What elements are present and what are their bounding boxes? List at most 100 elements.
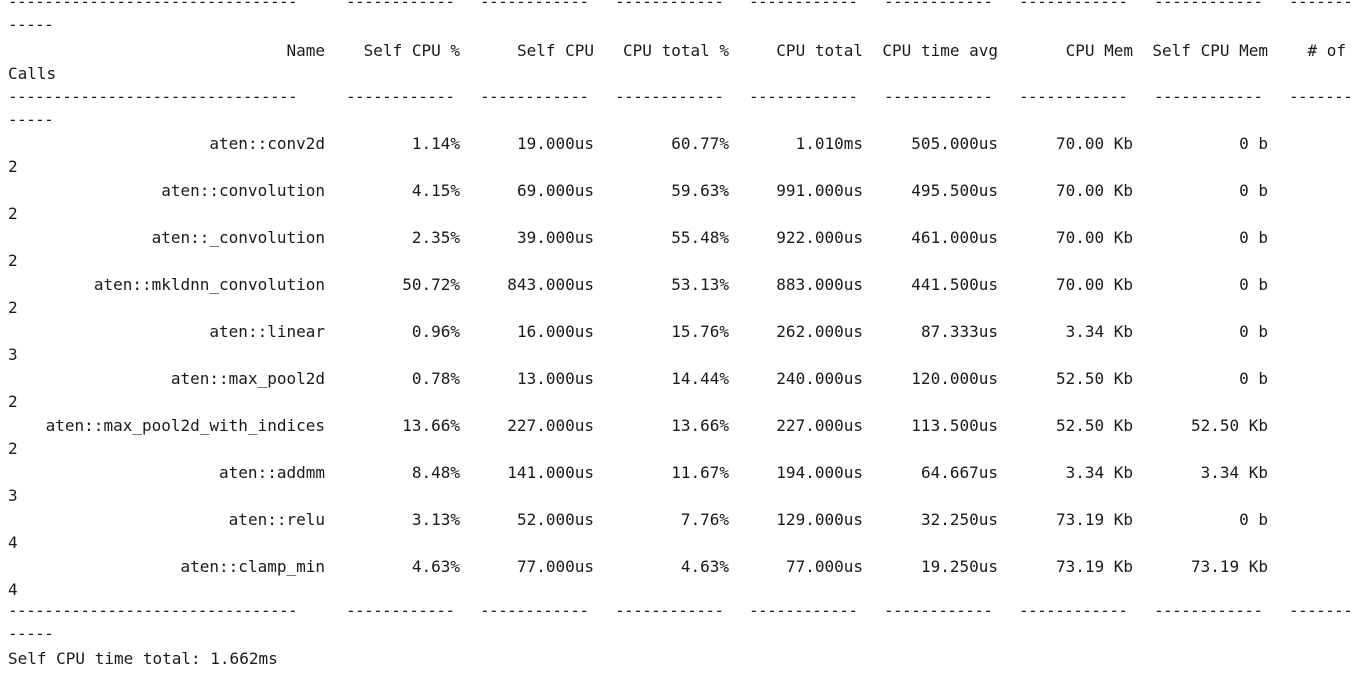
cell-cpu-time-avg: 64.667us bbox=[920, 463, 998, 482]
cell-cpu-time-avg: 120.000us bbox=[911, 369, 998, 388]
table-row: aten::addmm 8.48% 141.000us 11.67% 194.000us… bbox=[0, 463, 1361, 483]
cell-self-cpu-pct: 4.15% bbox=[411, 181, 460, 200]
cell-self-cpu-mem: 0 b bbox=[1239, 510, 1268, 529]
cell-self-cpu: 843.000us bbox=[507, 275, 594, 294]
table-row-calls: 2 bbox=[0, 157, 1361, 177]
separator-dashes: ------------ bbox=[884, 87, 993, 106]
cell-calls: 2 bbox=[8, 392, 18, 411]
table-row-calls: 2 bbox=[0, 251, 1361, 271]
cell-name: aten::linear bbox=[209, 322, 325, 341]
cell-cpu-mem: 52.50 Kb bbox=[1055, 416, 1133, 435]
separator-dashes: ------------ bbox=[480, 87, 589, 106]
cell-calls: 2 bbox=[8, 298, 18, 317]
separator-dashes: ------- bbox=[1289, 601, 1353, 620]
separator-wrap: ----- bbox=[0, 624, 1361, 644]
separator-wrap: ----- bbox=[0, 15, 1361, 35]
cell-cpu-total: 262.000us bbox=[776, 322, 863, 341]
separator-dashes: ------------ bbox=[346, 601, 455, 620]
cell-self-cpu: 13.000us bbox=[516, 369, 594, 388]
cell-cpu-total-pct: 11.67% bbox=[671, 463, 729, 482]
header-cpu-total-pct: CPU total % bbox=[623, 41, 729, 60]
cell-self-cpu-pct: 0.78% bbox=[411, 369, 460, 388]
cell-cpu-total: 194.000us bbox=[776, 463, 863, 482]
cell-cpu-total-pct: 7.76% bbox=[680, 510, 729, 529]
cell-calls: 3 bbox=[8, 486, 18, 505]
cell-cpu-mem: 3.34 Kb bbox=[1065, 463, 1133, 482]
cell-calls: 4 bbox=[8, 533, 18, 552]
cell-cpu-time-avg: 19.250us bbox=[920, 557, 998, 576]
table-row-calls: 2 bbox=[0, 298, 1361, 318]
cell-cpu-mem: 52.50 Kb bbox=[1055, 369, 1133, 388]
cell-cpu-time-avg: 461.000us bbox=[911, 228, 998, 247]
cell-self-cpu: 52.000us bbox=[516, 510, 594, 529]
table-row: aten::conv2d 1.14% 19.000us 60.77% 1.010ms 50… bbox=[0, 134, 1361, 154]
cell-cpu-total-pct: 14.44% bbox=[671, 369, 729, 388]
table-header: Name Self CPU % Self CPU CPU total % CPU tot… bbox=[0, 41, 1361, 61]
cell-cpu-time-avg: 495.500us bbox=[911, 181, 998, 200]
separator-dashes: -------------------------------- bbox=[8, 0, 298, 11]
separator-dashes: ------------ bbox=[1019, 601, 1128, 620]
header-name: Name bbox=[286, 41, 325, 60]
separator-dashes: ------------ bbox=[749, 0, 858, 11]
separator-dashes: ------------ bbox=[749, 601, 858, 620]
cell-name: aten::_convolution bbox=[151, 228, 325, 247]
cell-self-cpu-mem: 0 b bbox=[1239, 228, 1268, 247]
header-cpu-time-avg: CPU time avg bbox=[882, 41, 998, 60]
cell-cpu-time-avg: 505.000us bbox=[911, 134, 998, 153]
header-self-cpu-pct: Self CPU % bbox=[363, 41, 460, 60]
separator-dashes: ------------ bbox=[1154, 87, 1263, 106]
cell-self-cpu: 141.000us bbox=[507, 463, 594, 482]
table-row-calls: 3 bbox=[0, 345, 1361, 365]
header-calls-wrap: Calls bbox=[0, 64, 1361, 84]
separator-dashes: ------------ bbox=[615, 0, 724, 11]
cell-self-cpu-mem: 0 b bbox=[1239, 322, 1268, 341]
separator-dashes: ------------ bbox=[1019, 87, 1128, 106]
cell-cpu-time-avg: 32.250us bbox=[920, 510, 998, 529]
separator-dashes: ------- bbox=[1289, 0, 1353, 11]
separator-dashes: -------------------------------- bbox=[8, 601, 298, 620]
header-self-cpu: Self CPU bbox=[516, 41, 594, 60]
cell-cpu-total-pct: 53.13% bbox=[671, 275, 729, 294]
table-row-calls: 4 bbox=[0, 533, 1361, 553]
cell-self-cpu-pct: 2.35% bbox=[411, 228, 460, 247]
separator-dashes: ------------ bbox=[615, 87, 724, 106]
cell-cpu-total-pct: 60.77% bbox=[671, 134, 729, 153]
cell-name: aten::addmm bbox=[219, 463, 325, 482]
cell-cpu-total: 240.000us bbox=[776, 369, 863, 388]
separator-dashes: ------------ bbox=[346, 0, 455, 11]
cell-name: aten::relu bbox=[228, 510, 325, 529]
table-row: aten::clamp_min 4.63% 77.000us 4.63% 77.000u… bbox=[0, 557, 1361, 577]
separator-dashes: ------- bbox=[1289, 87, 1353, 106]
cell-calls: 2 bbox=[8, 204, 18, 223]
cell-self-cpu: 69.000us bbox=[516, 181, 594, 200]
table-row: aten::relu 3.13% 52.000us 7.76% 129.000us 32.… bbox=[0, 510, 1361, 530]
cell-cpu-total: 227.000us bbox=[776, 416, 863, 435]
separator-line: -------------------------------- --------… bbox=[0, 87, 1361, 107]
cell-calls: 2 bbox=[8, 439, 18, 458]
table-row-calls: 2 bbox=[0, 392, 1361, 412]
cell-calls: 2 bbox=[8, 251, 18, 270]
table-row-calls: 3 bbox=[0, 486, 1361, 506]
separator-dashes: ------------ bbox=[884, 0, 993, 11]
cell-self-cpu-mem: 0 b bbox=[1239, 275, 1268, 294]
cell-cpu-mem: 70.00 Kb bbox=[1055, 134, 1133, 153]
cell-self-cpu: 227.000us bbox=[507, 416, 594, 435]
cell-self-cpu-mem: 52.50 Kb bbox=[1190, 416, 1268, 435]
cell-cpu-total: 991.000us bbox=[776, 181, 863, 200]
table-row-calls: 4 bbox=[0, 580, 1361, 600]
table-row: aten::linear 0.96% 16.000us 15.76% 262.000us… bbox=[0, 322, 1361, 342]
cell-self-cpu-pct: 3.13% bbox=[411, 510, 460, 529]
cell-cpu-total-pct: 59.63% bbox=[671, 181, 729, 200]
separator-line: -------------------------------- --------… bbox=[0, 601, 1361, 621]
cell-self-cpu-pct: 1.14% bbox=[411, 134, 460, 153]
cell-cpu-total-pct: 13.66% bbox=[671, 416, 729, 435]
cell-name: aten::max_pool2d bbox=[170, 369, 325, 388]
separator-line: -------------------------------- --------… bbox=[0, 0, 1361, 12]
cell-cpu-total: 1.010ms bbox=[795, 134, 863, 153]
separator-dashes: ------------ bbox=[884, 601, 993, 620]
separator-dashes: ------------ bbox=[749, 87, 858, 106]
separator-dashes: ------------ bbox=[480, 601, 589, 620]
cell-cpu-total: 129.000us bbox=[776, 510, 863, 529]
table-row: aten::convolution 4.15% 69.000us 59.63% 991.… bbox=[0, 181, 1361, 201]
cell-self-cpu-mem: 0 b bbox=[1239, 369, 1268, 388]
